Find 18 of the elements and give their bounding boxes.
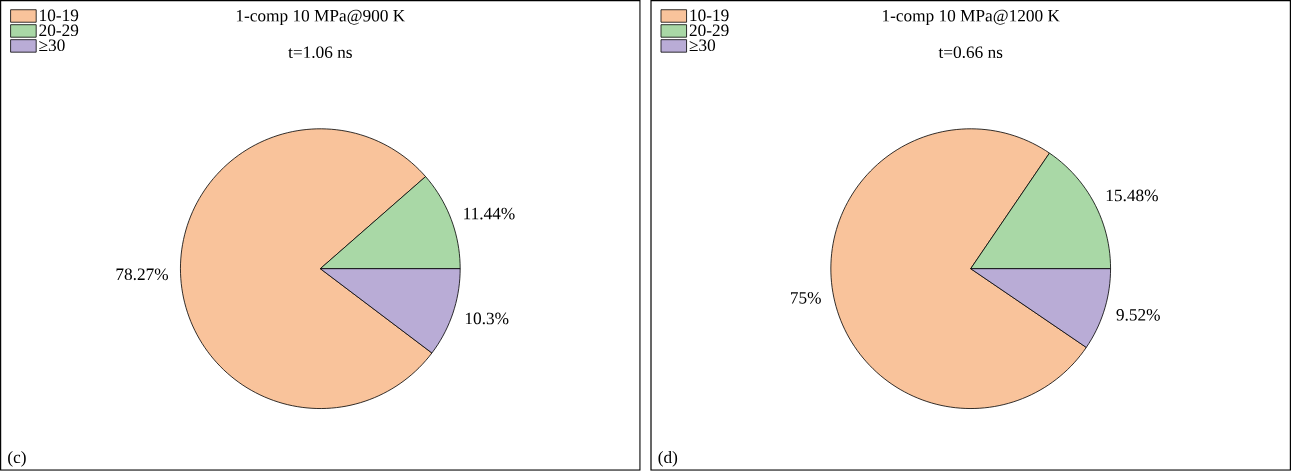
text: (c) xyxy=(8,451,26,467)
data-label: 15.48% xyxy=(1106,189,1158,202)
data-label: 10.3% xyxy=(465,312,509,325)
chart-title: 1-comp 10 MPa@900 K xyxy=(236,9,406,26)
legend-label: 20-29 xyxy=(39,24,79,37)
legend-label: 10-19 xyxy=(690,9,729,22)
legend-label: 20-29 xyxy=(689,24,729,37)
chart-title: 1-comp 10 MPa@1200 K xyxy=(882,9,1060,26)
data-label: 78.27% xyxy=(116,268,169,281)
legend-label: ≥30 xyxy=(689,39,716,52)
legend-label: 10-19 xyxy=(40,9,79,22)
legend-label: ≥30 xyxy=(39,39,65,52)
text: t=0.66 ns xyxy=(938,46,1003,59)
data-label: 11.44% xyxy=(464,207,515,220)
text: (d) xyxy=(658,451,678,467)
data-label: 9.52% xyxy=(1116,309,1160,321)
data-label: 75% xyxy=(791,292,821,304)
text: t=1.06 ns xyxy=(288,46,352,59)
